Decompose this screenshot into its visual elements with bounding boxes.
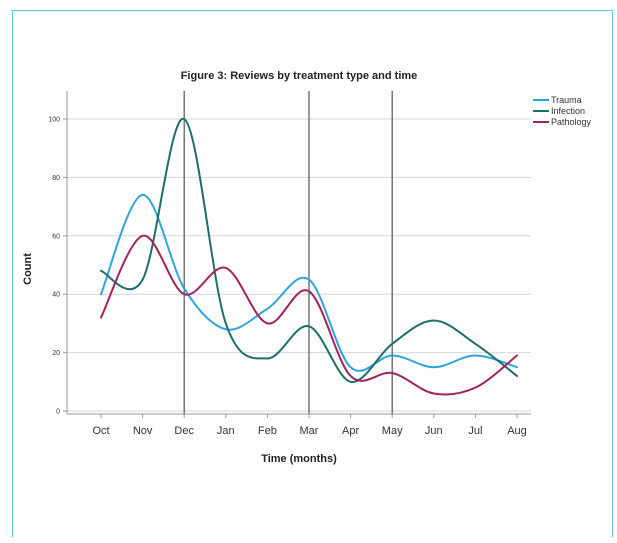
y-tick-label: 20 xyxy=(52,350,60,357)
x-tick-label: Apr xyxy=(342,425,359,437)
axes xyxy=(66,91,531,415)
reference-lines xyxy=(183,91,393,414)
legend-label: Trauma xyxy=(551,95,582,105)
series-line-pathology xyxy=(100,234,518,396)
x-tick-label: Feb xyxy=(258,425,277,437)
x-tick-label: Jan xyxy=(217,425,235,437)
x-tick-label: May xyxy=(382,425,403,437)
x-tick-label: Dec xyxy=(174,425,194,437)
y-tick-label: 60 xyxy=(52,233,60,240)
y-axis-label: Count xyxy=(22,253,34,285)
series-line-infection xyxy=(100,117,518,383)
y-tick-label: 80 xyxy=(52,175,60,182)
plot-background xyxy=(67,91,531,414)
x-tick-label: Nov xyxy=(133,425,153,437)
x-tick-labels: Oct Nov Dec Jan Feb Mar Apr May Jun Jul Aug xyxy=(92,414,527,437)
series-line-trauma xyxy=(100,193,518,372)
x-tick-label: Jun xyxy=(425,425,443,437)
chart-title: Figure 3: Reviews by treatment type and … xyxy=(181,70,418,82)
legend-label: Pathology xyxy=(551,117,592,127)
x-tick-label: Jul xyxy=(468,425,482,437)
chart-frame: 0 20 40 60 80 100 Oct Nov Dec Jan Feb Mar Apr May Jun… xyxy=(12,10,613,537)
x-tick-label: Oct xyxy=(92,425,109,437)
y-tick-label: 0 xyxy=(56,409,60,416)
line-chart: 0 20 40 60 80 100 Oct Nov Dec Jan Feb Mar Apr May Jun… xyxy=(22,70,592,465)
legend-label: Infection xyxy=(551,106,585,116)
x-tick-label: Mar xyxy=(300,425,319,437)
y-tick-label: 40 xyxy=(52,292,60,299)
series-lines xyxy=(100,117,518,396)
y-tick-label: 100 xyxy=(48,117,60,124)
x-tick-label: Aug xyxy=(507,425,527,437)
x-axis-label: Time (months) xyxy=(261,453,337,465)
y-tick-labels: 0 20 40 60 80 100 xyxy=(48,117,67,416)
